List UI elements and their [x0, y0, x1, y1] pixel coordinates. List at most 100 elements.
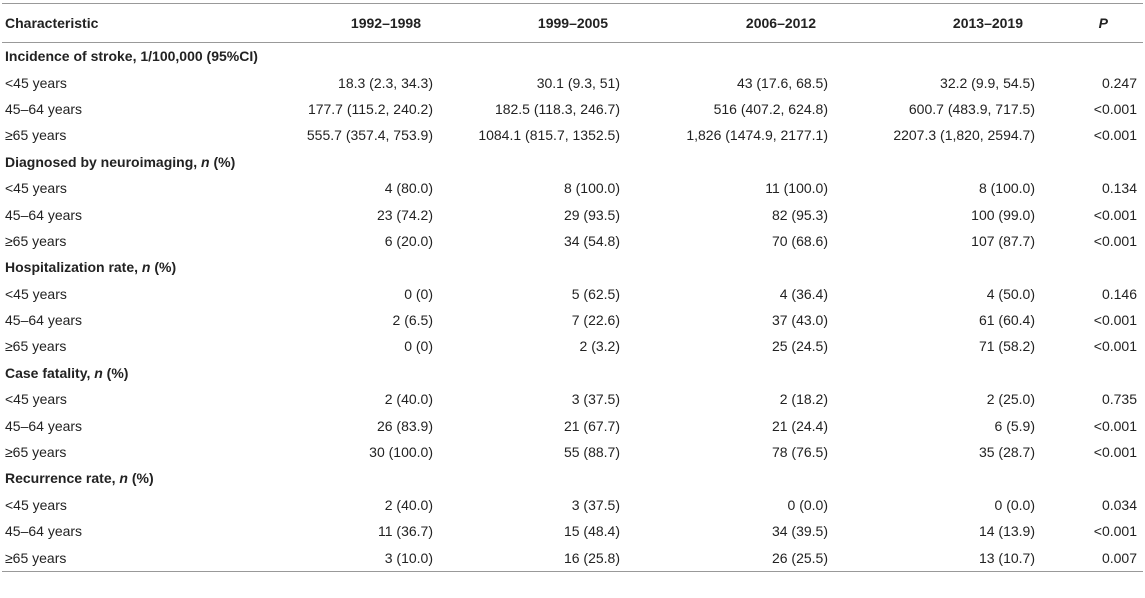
data-row: <45 years 2 (40.0) 3 (37.5) 2 (18.2) 2 (25.0…: [2, 386, 1143, 412]
cell: 600.7 (483.9, 717.5): [908, 100, 1035, 117]
section-title-part: Recurrence rate,: [5, 470, 120, 487]
cell: 2 (40.0): [384, 496, 433, 513]
section-row: Diagnosed by neuroimaging, n (%): [2, 149, 1143, 175]
cell: 107 (87.7): [971, 232, 1035, 249]
cell: 15 (48.4): [563, 523, 620, 540]
cell: 0.146: [1101, 285, 1137, 302]
section-title-part: (%): [150, 259, 177, 276]
header-row: Characteristic 1992–1998 1999–2005 2006–201…: [2, 3, 1143, 43]
cell: 34 (39.5): [771, 523, 828, 540]
cell: 35 (28.7): [978, 444, 1035, 461]
cell: 3 (37.5): [571, 391, 620, 408]
cell: 182.5 (118.3, 246.7): [494, 100, 620, 117]
cell: 32.2 (9.9, 54.5): [940, 74, 1035, 91]
cell: 71 (58.2): [978, 338, 1035, 355]
section-row: Case fatality, n (%): [2, 360, 1143, 386]
cell: 0 (0.0): [787, 496, 828, 513]
section-title-part: (%): [127, 470, 154, 487]
section-title-part: n: [201, 153, 210, 170]
cell: 43 (17.6, 68.5): [736, 74, 828, 91]
cell: 21 (24.4): [771, 417, 828, 434]
data-row: ≥65 years 3 (10.0) 16 (25.8) 26 (25.5) 13 (1…: [2, 544, 1143, 572]
data-row: 45–64 years 2 (6.5) 7 (22.6) 37 (43.0) 61 (6…: [2, 307, 1143, 333]
cell: 3 (10.0): [294, 544, 437, 572]
section-title: Hospitalization rate, n (%): [2, 254, 1143, 280]
cell: 0 (0): [404, 338, 433, 355]
cell: 4 (50.0): [986, 285, 1035, 302]
cell: <0.001: [1093, 206, 1137, 223]
cell: 516 (407.2, 624.8): [713, 100, 828, 117]
cell: 2 (40.0): [384, 391, 433, 408]
row-label: ≥65 years: [2, 544, 294, 572]
header-cell: Characteristic: [2, 3, 294, 43]
cell: 18.3 (2.3, 34.3): [338, 74, 433, 91]
row-label: <45 years: [5, 391, 67, 408]
cell: 82 (95.3): [771, 206, 828, 223]
row-label: ≥65 years: [5, 127, 67, 144]
cell: <0.001: [1093, 444, 1137, 461]
data-row: <45 years 0 (0) 5 (62.5) 4 (36.4) 4 (50.0) 0.…: [2, 281, 1143, 307]
cell: 4 (80.0): [384, 180, 433, 197]
cell: <0.001: [1093, 417, 1137, 434]
cell: 29 (93.5): [563, 206, 620, 223]
header-cell: 1992–1998: [294, 3, 437, 43]
cell: 21 (67.7): [563, 417, 620, 434]
section-title-part: Incidence of stroke, 1/100,000 (95%CI): [5, 48, 258, 65]
cell: 0.247: [1101, 74, 1137, 91]
cell: 26 (83.9): [376, 417, 433, 434]
header-cell: 1999–2005: [437, 3, 624, 43]
cell: <0.001: [1093, 232, 1137, 249]
cell: 30.1 (9.3, 51): [536, 74, 620, 91]
cell: 177.7 (115.2, 240.2): [307, 100, 433, 117]
header-cell: 2006–2012: [624, 3, 832, 43]
table-body: Incidence of stroke, 1/100,000 (95%CI) <4…: [2, 43, 1143, 572]
cell: 0.134: [1101, 180, 1137, 197]
section-title: Recurrence rate, n (%): [2, 465, 1143, 491]
cell: 16 (25.8): [437, 544, 624, 572]
cell: 8 (100.0): [563, 180, 620, 197]
cell: 25 (24.5): [771, 338, 828, 355]
cell: 1,826 (1474.9, 2177.1): [686, 127, 828, 144]
header-cell: P: [1039, 3, 1143, 43]
cell: 2 (25.0): [986, 391, 1035, 408]
cell: 70 (68.6): [771, 232, 828, 249]
row-label: <45 years: [5, 180, 67, 197]
cell: 0.735: [1101, 391, 1137, 408]
data-row: <45 years 18.3 (2.3, 34.3) 30.1 (9.3, 51) 4…: [2, 69, 1143, 95]
header-cell: 2013–2019: [832, 3, 1039, 43]
cell: 6 (20.0): [384, 232, 433, 249]
data-row: ≥65 years 30 (100.0) 55 (88.7) 78 (76.5) 35 …: [2, 439, 1143, 465]
data-row: 45–64 years 23 (74.2) 29 (93.5) 82 (95.3) 10…: [2, 201, 1143, 227]
cell: 26 (25.5): [624, 544, 832, 572]
cell: 61 (60.4): [978, 312, 1035, 329]
data-row: 45–64 years 26 (83.9) 21 (67.7) 21 (24.4) 6 …: [2, 412, 1143, 438]
section-title-part: Hospitalization rate,: [5, 259, 142, 276]
row-label: 45–64 years: [5, 417, 83, 434]
section-title-part: n: [141, 259, 151, 276]
section-title-part: Diagnosed by neuroimaging,: [5, 153, 202, 170]
row-label: <45 years: [5, 496, 67, 513]
cell: 555.7 (357.4, 753.9): [306, 127, 433, 144]
cell: 6 (5.9): [994, 417, 1035, 434]
section-title-part: Case fatality,: [5, 364, 95, 381]
section-title-part: n: [94, 364, 103, 381]
data-row: <45 years 2 (40.0) 3 (37.5) 0 (0.0) 0 (0.0) 0…: [2, 492, 1143, 518]
row-label: <45 years: [5, 285, 67, 302]
data-row: ≥65 years 6 (20.0) 34 (54.8) 70 (68.6) 107 (…: [2, 228, 1143, 254]
cell: 2 (18.2): [779, 391, 828, 408]
cell: 100 (99.0): [971, 206, 1035, 223]
cell: 13 (10.7): [832, 544, 1039, 572]
cell: 0 (0.0): [994, 496, 1035, 513]
cell: 0.034: [1101, 496, 1137, 513]
page: Characteristic 1992–1998 1999–2005 2006–201…: [0, 3, 1145, 598]
data-row: ≥65 years 0 (0) 2 (3.2) 25 (24.5) 71 (58.2) <…: [2, 333, 1143, 359]
cell: 4 (36.4): [779, 285, 828, 302]
cell: 7 (22.6): [571, 312, 620, 329]
cell: <0.001: [1093, 523, 1137, 540]
cell: 8 (100.0): [978, 180, 1035, 197]
data-row: <45 years 4 (80.0) 8 (100.0) 11 (100.0) 8 (1…: [2, 175, 1143, 201]
cell: 3 (37.5): [571, 496, 620, 513]
row-label: ≥65 years: [5, 232, 67, 249]
cell: 0 (0): [404, 285, 433, 302]
section-title: Case fatality, n (%): [2, 360, 1143, 386]
